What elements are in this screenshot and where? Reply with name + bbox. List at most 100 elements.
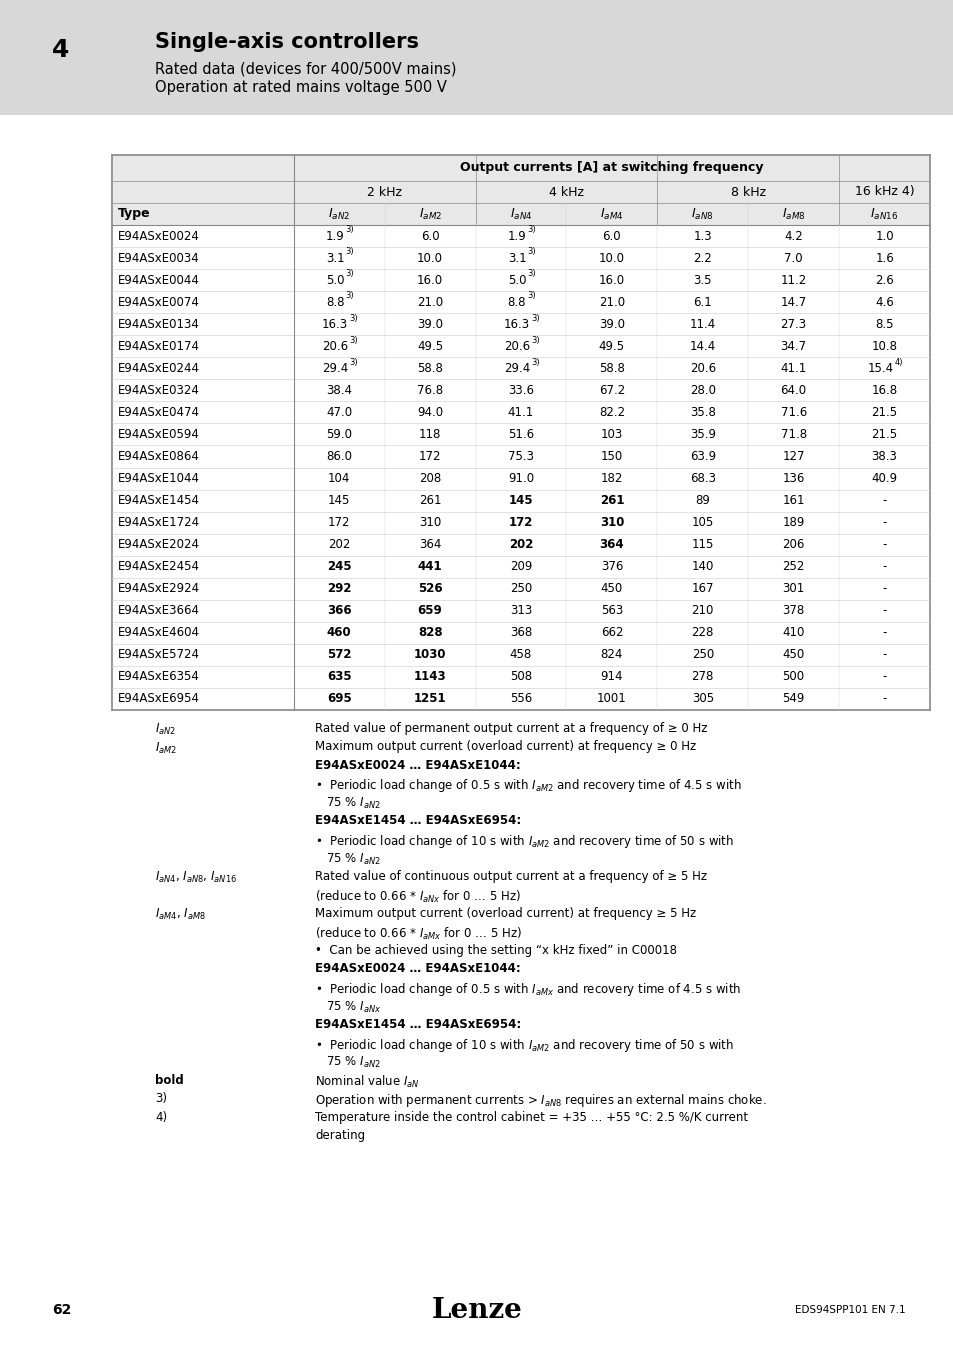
Text: E94ASxE2454: E94ASxE2454	[118, 560, 200, 574]
Text: 94.0: 94.0	[416, 406, 443, 418]
Bar	[112, 622, 929, 644]
Text: 3): 3)	[531, 358, 539, 367]
Bar	[112, 225, 929, 247]
Text: 313: 313	[509, 605, 532, 617]
Bar	[112, 379, 929, 401]
Text: 6.0: 6.0	[420, 230, 439, 243]
Text: Operation at rated mains voltage 500 V: Operation at rated mains voltage 500 V	[154, 80, 446, 94]
Text: 40.9: 40.9	[871, 472, 897, 485]
Text: 10.0: 10.0	[598, 251, 624, 265]
Text: 10.8: 10.8	[871, 340, 897, 352]
Text: Nominal value $I_{aN}$: Nominal value $I_{aN}$	[314, 1073, 419, 1089]
Text: E94ASxE3664: E94ASxE3664	[118, 605, 200, 617]
Text: 3): 3)	[349, 336, 357, 344]
Text: 75 % $I_{aNx}$: 75 % $I_{aNx}$	[314, 999, 381, 1015]
Text: $I_{aN2}$: $I_{aN2}$	[328, 207, 350, 221]
Text: 3): 3)	[349, 358, 357, 367]
Text: 292: 292	[327, 582, 351, 595]
Bar	[112, 512, 929, 533]
Text: 7.0: 7.0	[783, 251, 802, 265]
Text: 11.2: 11.2	[780, 274, 806, 286]
Text: 378: 378	[781, 605, 804, 617]
Text: E94ASxE0024 … E94ASxE1044:: E94ASxE0024 … E94ASxE1044:	[314, 963, 520, 976]
Text: 21.5: 21.5	[871, 406, 897, 418]
Text: 3): 3)	[527, 270, 536, 278]
Text: E94ASxE0244: E94ASxE0244	[118, 362, 200, 375]
Text: 3): 3)	[527, 292, 536, 301]
Text: 27.3: 27.3	[780, 317, 806, 331]
Text: 376: 376	[600, 560, 622, 574]
Text: 75 % $I_{aN2}$: 75 % $I_{aN2}$	[314, 852, 380, 867]
Text: Operation with permanent currents > $I_{aN8}$ requires an external mains choke.: Operation with permanent currents > $I_{…	[314, 1092, 766, 1108]
Text: 310: 310	[418, 516, 441, 529]
Text: 441: 441	[417, 560, 442, 574]
Text: 305: 305	[691, 693, 713, 706]
Text: 39.0: 39.0	[416, 317, 442, 331]
Text: 3.1: 3.1	[507, 251, 526, 265]
Text: -: -	[882, 605, 886, 617]
Bar	[112, 424, 929, 446]
Bar	[112, 666, 929, 688]
Text: 4.2: 4.2	[783, 230, 802, 243]
Text: E94ASxE0474: E94ASxE0474	[118, 406, 200, 418]
Text: 20.6: 20.6	[689, 362, 715, 375]
Text: $I_{aN2}$: $I_{aN2}$	[154, 722, 176, 737]
Text: 202: 202	[508, 539, 533, 551]
Text: 8.8: 8.8	[507, 296, 526, 309]
Text: E94ASxE1454 … E94ASxE6954:: E94ASxE1454 … E94ASxE6954:	[314, 814, 520, 828]
Text: E94ASxE1454 … E94ASxE6954:: E94ASxE1454 … E94ASxE6954:	[314, 1018, 520, 1031]
Text: 1.0: 1.0	[874, 230, 893, 243]
Bar	[112, 599, 929, 622]
Text: Single-axis controllers: Single-axis controllers	[154, 32, 418, 53]
Text: 549: 549	[781, 693, 804, 706]
Text: $I_{aM4}$: $I_{aM4}$	[599, 207, 623, 221]
Text: 3): 3)	[531, 336, 539, 344]
Text: 14.7: 14.7	[780, 296, 806, 309]
Text: 1.9: 1.9	[326, 230, 344, 243]
Bar	[112, 247, 929, 269]
Text: 127: 127	[781, 450, 804, 463]
Text: 250: 250	[509, 582, 532, 595]
Text: 3.5: 3.5	[693, 274, 711, 286]
Text: 172: 172	[328, 516, 350, 529]
Text: 59.0: 59.0	[326, 428, 352, 441]
Text: 364: 364	[418, 539, 441, 551]
Text: 29.4: 29.4	[503, 362, 530, 375]
Text: 49.5: 49.5	[598, 340, 624, 352]
Text: 104: 104	[328, 472, 350, 485]
Text: 1251: 1251	[414, 693, 446, 706]
Text: 4 kHz: 4 kHz	[548, 185, 583, 198]
Text: Rated value of continuous output current at a frequency of ≥ 5 Hz: Rated value of continuous output current…	[314, 869, 706, 883]
Bar	[112, 155, 294, 225]
Text: 3): 3)	[349, 313, 357, 323]
Text: E94ASxE0044: E94ASxE0044	[118, 274, 200, 286]
Text: 167: 167	[691, 582, 713, 595]
Text: 35.8: 35.8	[689, 406, 715, 418]
Text: 75.3: 75.3	[507, 450, 534, 463]
Text: 71.8: 71.8	[780, 428, 806, 441]
Bar	[112, 446, 929, 467]
Text: 182: 182	[600, 472, 622, 485]
Text: (reduce to 0.66 * $I_{aMx}$ for 0 … 5 Hz): (reduce to 0.66 * $I_{aMx}$ for 0 … 5 Hz…	[314, 926, 521, 941]
Bar	[112, 578, 929, 599]
Text: 3): 3)	[527, 225, 536, 235]
Text: 39.0: 39.0	[598, 317, 624, 331]
Bar	[112, 644, 929, 666]
Text: 526: 526	[417, 582, 442, 595]
Text: 58.8: 58.8	[598, 362, 624, 375]
Text: $I_{aN4}$: $I_{aN4}$	[509, 207, 532, 221]
Text: 3): 3)	[345, 292, 354, 301]
Text: 11.4: 11.4	[689, 317, 715, 331]
Text: $I_{aM8}$: $I_{aM8}$	[781, 207, 804, 221]
Text: 10.0: 10.0	[416, 251, 442, 265]
Text: 16.3: 16.3	[503, 317, 530, 331]
Text: 51.6: 51.6	[507, 428, 534, 441]
Text: 20.6: 20.6	[322, 340, 348, 352]
Text: 34.7: 34.7	[780, 340, 806, 352]
Bar	[0, 0, 953, 115]
Text: -: -	[882, 693, 886, 706]
Text: 6.1: 6.1	[693, 296, 711, 309]
Text: 4): 4)	[154, 1111, 167, 1123]
Text: 150: 150	[600, 450, 622, 463]
Text: 172: 172	[418, 450, 441, 463]
